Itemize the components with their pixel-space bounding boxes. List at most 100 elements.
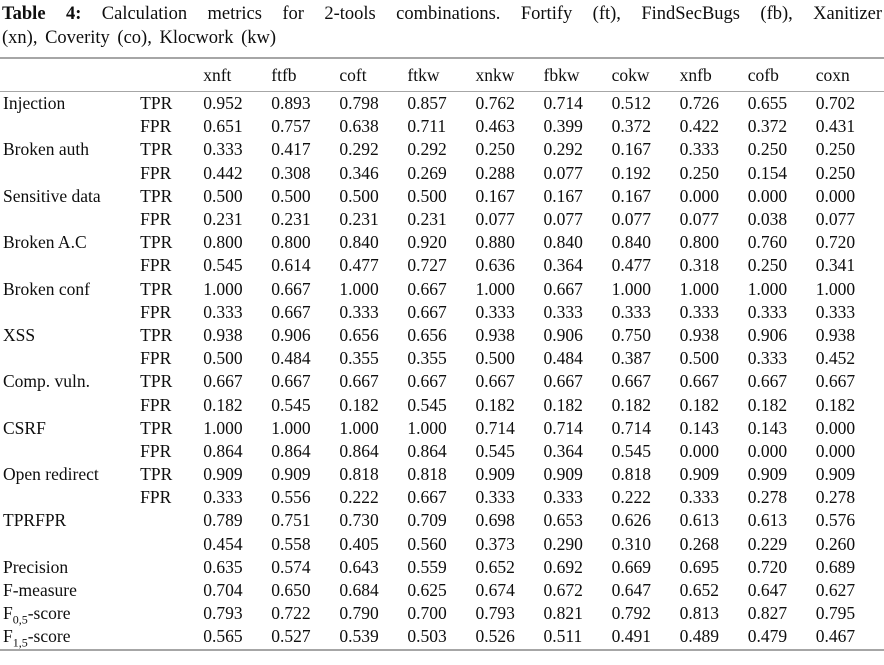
metric-type-label: TPR	[140, 232, 173, 253]
metric-value-cell: 0.431	[815, 116, 856, 137]
metric-value-cell: 0.793	[475, 603, 515, 624]
row-label: Open redirect	[0, 463, 140, 486]
metric-value-cell: 0.333	[339, 301, 379, 322]
column-header-empty	[140, 58, 204, 92]
metric-value-cell: 0.667	[203, 371, 243, 392]
metric-value-cell: 1.000	[815, 278, 856, 299]
metric-value-cell: 0.503	[407, 626, 447, 647]
metric-value-cell: 0.714	[475, 417, 515, 438]
metric-value-cell: 1.000	[339, 278, 379, 299]
metric-value-cell: 0.143	[679, 417, 720, 438]
metric-value-cell: 0.077	[611, 209, 651, 230]
column-header-xnkw: xnkw	[475, 58, 544, 92]
metric-value-cell: 0.355	[407, 348, 447, 369]
metric-value-cell: 0.269	[407, 162, 447, 183]
metric-value-cell: 0.500	[407, 185, 447, 206]
metric-value-cell: 0.500	[475, 348, 515, 369]
metric-type-label: TPR	[140, 464, 173, 485]
metric-value-cell: 0.182	[815, 394, 856, 415]
row-label-text: F	[3, 603, 13, 624]
metric-value-cell: 0.720	[747, 556, 788, 577]
metric-value-cell: 0.647	[747, 580, 788, 601]
row-label	[0, 115, 140, 138]
table-row: 0.454 0.558 0.405 0.560 0.373 0.290 0.310 0.268…	[0, 533, 884, 556]
metric-value-cell: 0.638	[339, 116, 379, 137]
metric-value-cell: 0.373	[475, 533, 515, 554]
metric-value-cell: 0.333	[679, 301, 720, 322]
metric-value-cell: 0.714	[543, 93, 583, 114]
metric-value-cell: 0.077	[543, 209, 583, 230]
metric-value-cell: 0.906	[543, 324, 583, 345]
metric-type-label	[140, 556, 203, 579]
metric-value-cell: 0.333	[543, 301, 583, 322]
metric-type-label: FPR	[140, 440, 172, 461]
metric-value-cell: 0.260	[815, 533, 856, 554]
column-header-ftkw: ftkw	[407, 58, 476, 92]
row-label-text: Comp. vuln.	[3, 371, 91, 392]
metric-value-cell: 0.364	[543, 255, 583, 276]
metric-value-cell: 0.864	[271, 440, 311, 461]
table-row: FPR 0.442 0.308 0.346 0.269 0.288 0.077 0.192 0.…	[0, 162, 884, 185]
metric-value-cell: 0.727	[407, 255, 447, 276]
metric-value-cell: 0.909	[815, 464, 856, 485]
metric-value-cell: 0.333	[747, 348, 788, 369]
row-label-text: Broken conf	[3, 278, 90, 299]
metric-value-cell: 0.372	[611, 116, 651, 137]
metric-value-cell: 0.613	[679, 510, 720, 531]
metric-value-cell: 0.864	[339, 440, 379, 461]
metric-value-cell: 0.698	[475, 510, 515, 531]
metric-value-cell: 0.143	[747, 417, 788, 438]
metric-value-cell: 0.909	[475, 464, 515, 485]
metric-value-cell: 1.000	[339, 417, 379, 438]
metric-value-cell: 0.667	[407, 371, 447, 392]
metric-value-cell: 0.565	[203, 626, 243, 647]
metric-type-label	[140, 579, 203, 602]
metric-value-cell: 0.655	[747, 93, 788, 114]
metric-value-cell: 0.399	[543, 116, 583, 137]
metric-value-cell: 0.614	[271, 255, 311, 276]
table-row: FPR 0.864 0.864 0.864 0.864 0.545 0.364 0.545 0.…	[0, 440, 884, 463]
metric-value-cell: 0.000	[747, 185, 788, 206]
metric-value-cell: 0.880	[475, 232, 515, 253]
metric-value-cell: 0.231	[203, 209, 243, 230]
metric-value-cell: 0.526	[475, 626, 515, 647]
metric-value-cell: 0.288	[475, 162, 515, 183]
metric-value-cell: 0.077	[679, 209, 720, 230]
row-label: TPRFPR	[0, 509, 140, 532]
metric-value-cell: 0.818	[407, 464, 447, 485]
metric-value-cell: 0.268	[679, 533, 720, 554]
row-label: F1,5-score	[0, 625, 140, 649]
metric-value-cell: 0.635	[203, 556, 243, 577]
metric-value-cell: 1.000	[475, 278, 515, 299]
metric-value-cell: 0.692	[543, 556, 583, 577]
row-label	[0, 486, 140, 509]
metric-value-cell: 0.667	[611, 371, 651, 392]
metric-value-cell: 0.479	[747, 626, 788, 647]
metric-value-cell: 0.000	[679, 440, 720, 461]
metric-type-label: TPR	[140, 324, 173, 345]
metric-value-cell: 0.000	[815, 417, 856, 438]
metric-value-cell: 0.467	[815, 626, 856, 647]
metric-value-cell: 0.800	[679, 232, 720, 253]
metric-value-cell: 0.333	[611, 301, 651, 322]
metric-value-cell: 0.840	[339, 232, 379, 253]
row-label: F0,5-score	[0, 602, 140, 626]
metric-value-cell: 0.250	[747, 255, 788, 276]
metric-value-cell: 0.650	[271, 580, 311, 601]
row-label-suffix: -score	[27, 603, 71, 624]
metric-value-cell: 0.231	[407, 209, 447, 230]
row-label-text: CSRF	[3, 417, 46, 438]
metric-value-cell: 0.545	[611, 440, 651, 461]
row-label	[0, 440, 140, 463]
metric-value-cell: 0.647	[611, 580, 651, 601]
metric-value-cell: 0.714	[543, 417, 583, 438]
column-header-cofb: cofb	[747, 58, 816, 92]
metric-type-label: FPR	[140, 162, 172, 183]
metric-value-cell: 0.527	[271, 626, 311, 647]
metric-value-cell: 0.556	[271, 487, 311, 508]
metric-value-cell: 0.250	[679, 162, 720, 183]
metric-value-cell: 0.709	[407, 510, 447, 531]
metric-value-cell: 0.512	[611, 93, 651, 114]
metric-value-cell: 0.906	[271, 324, 311, 345]
row-label-text: Open redirect	[3, 464, 99, 485]
